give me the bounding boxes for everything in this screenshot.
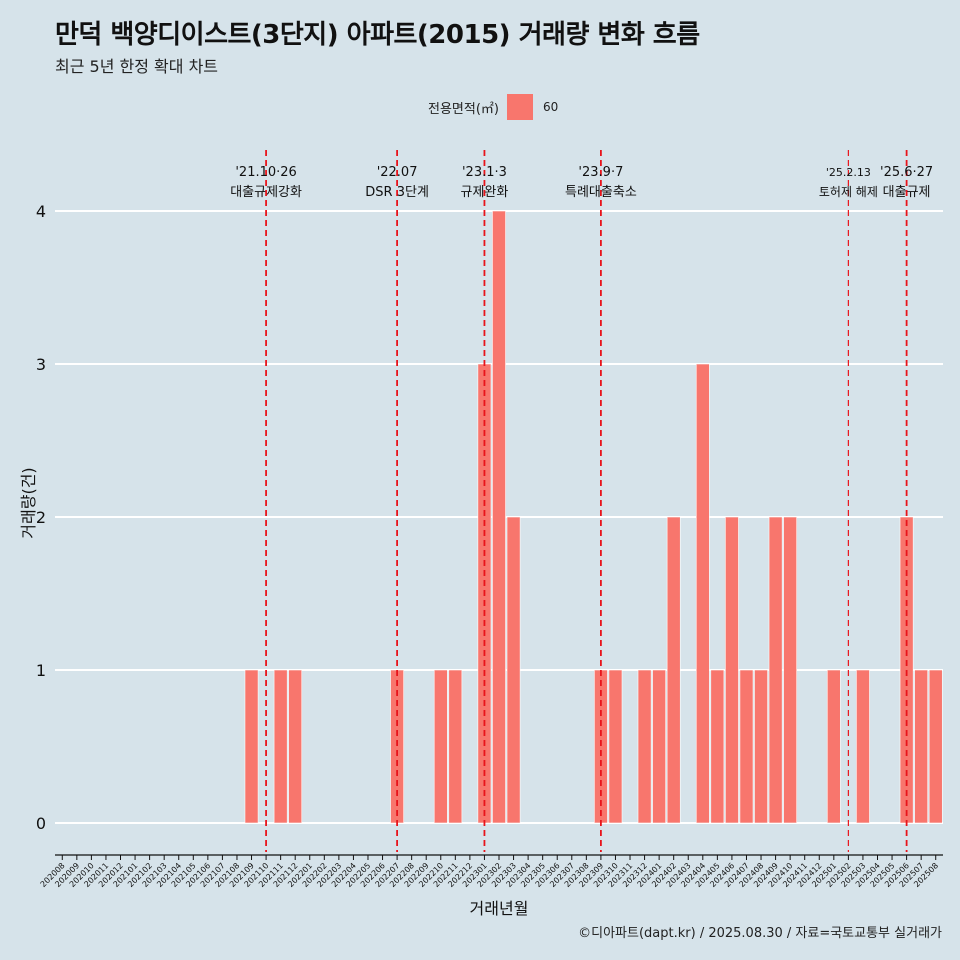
event-date-label: '25.6·27	[880, 165, 933, 180]
bar	[739, 669, 754, 824]
chart-subtitle: 최근 5년 한정 확대 차트	[55, 57, 219, 76]
bar	[244, 669, 259, 824]
bar	[754, 669, 768, 824]
event-date-label: '22.07	[377, 165, 418, 180]
bar	[695, 363, 710, 824]
bar	[433, 669, 448, 824]
event-date-label: '23.1·3	[462, 165, 507, 180]
legend-key	[506, 94, 533, 120]
event-date-label: '23.9·7	[578, 165, 623, 180]
event-date-label: '25.2.13	[826, 166, 871, 179]
y-tick-label: 3	[36, 355, 46, 374]
bar	[492, 210, 506, 824]
event-date-label: '21.10·26	[235, 165, 296, 180]
source-caption: ©디아파트(dapt.kr) / 2025.08.30 / 자료=국토교통부 실…	[578, 926, 942, 941]
bar	[783, 516, 797, 824]
bar	[652, 669, 666, 824]
event-text-label: 대출규제	[883, 185, 931, 200]
bar	[448, 669, 463, 824]
y-tick-label: 2	[36, 508, 46, 527]
bar	[826, 669, 841, 824]
bar	[768, 516, 783, 824]
bar	[666, 516, 681, 824]
event-text-label: 특례대출축소	[565, 185, 637, 200]
bar	[710, 669, 725, 824]
bar	[273, 669, 288, 824]
legend-label: 60	[542, 100, 559, 114]
legend-title: 전용면적(㎡)	[428, 101, 499, 117]
event-text-label: 대출규제강화	[230, 185, 302, 200]
y-tick-label: 0	[36, 814, 46, 833]
bar	[856, 669, 870, 824]
y-tick-label: 1	[36, 661, 46, 680]
chart-title: 만덕 백양디이스트(3단지) 아파트(2015) 거래량 변화 흐름	[55, 20, 700, 50]
event-text-label: DSR 3단계	[365, 185, 429, 200]
bar	[506, 516, 521, 824]
bar	[608, 669, 623, 824]
legend: 전용면적(㎡) 60	[428, 94, 558, 120]
y-axis-title: 거래량(건)	[19, 467, 38, 538]
bar	[914, 669, 929, 824]
bar	[288, 669, 303, 824]
event-text-label: 규제완화	[461, 185, 509, 200]
x-axis-title: 거래년월	[470, 899, 529, 918]
event-text-label: 토허제 해제	[819, 185, 878, 199]
bar	[725, 516, 739, 824]
bar	[928, 669, 943, 824]
bar	[637, 669, 652, 824]
y-tick-label: 4	[36, 202, 46, 221]
